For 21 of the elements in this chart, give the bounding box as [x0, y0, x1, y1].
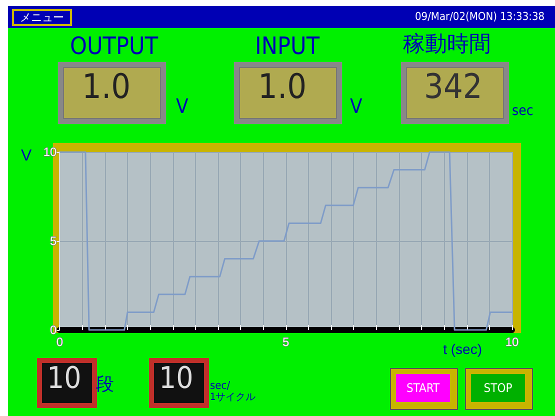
text: メニュー: [12, 9, 72, 26]
text: 1.0: [258, 67, 307, 107]
text: 10: [159, 361, 194, 396]
x-tick-label: 10: [505, 335, 519, 349]
text: 09/Mar/02(MON) 13:33:38: [415, 10, 545, 23]
text: V: [176, 94, 188, 118]
text: INPUT: [255, 32, 320, 60]
line-series: [58, 151, 513, 331]
text: 342: [424, 67, 482, 107]
x-tick-label: 5: [282, 335, 290, 349]
text: OUTPUT: [70, 32, 158, 60]
text: sec/: [210, 379, 230, 392]
text: START: [396, 374, 450, 402]
x-axis-title: t (sec): [443, 341, 482, 357]
y-axis-title: V: [21, 148, 32, 164]
text: V: [350, 94, 362, 118]
text: 1.0: [82, 67, 131, 107]
text: STOP: [471, 374, 525, 402]
text: 稼動時間: [403, 32, 491, 57]
text: 1サイクル: [210, 392, 256, 403]
text: sec: [512, 103, 534, 119]
